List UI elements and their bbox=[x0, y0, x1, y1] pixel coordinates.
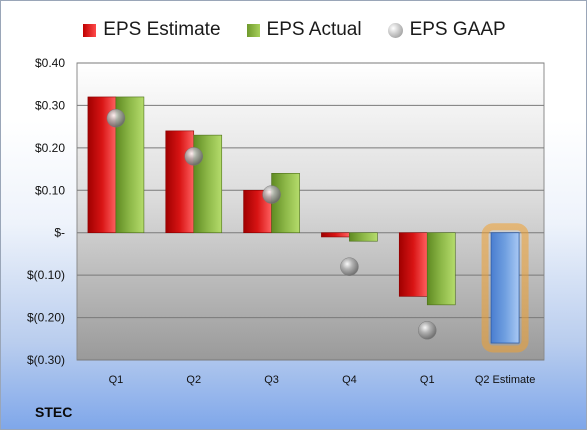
y-tick-label: $0.20 bbox=[35, 141, 65, 155]
y-tick-label: $- bbox=[54, 226, 65, 240]
plot-area bbox=[76, 62, 545, 361]
ticker-label: STEC bbox=[35, 404, 73, 420]
bar-eps-estimate bbox=[165, 130, 195, 234]
legend-item-eps-gaap: EPS GAAP bbox=[387, 19, 506, 41]
legend-swatch-eps-gaap bbox=[387, 22, 403, 38]
forecast-glow bbox=[481, 223, 529, 353]
x-tick-label: Q2 bbox=[186, 374, 201, 386]
point-eps-gaap bbox=[340, 257, 359, 276]
legend: EPS Estimate EPS Actual EPS GAAP bbox=[1, 15, 587, 45]
y-tick-label: $(0.30) bbox=[27, 353, 65, 367]
y-tick-label: $0.40 bbox=[35, 56, 65, 70]
x-tick-label: Q3 bbox=[264, 374, 279, 386]
y-tick-label: $0.10 bbox=[35, 183, 65, 197]
legend-item-eps-estimate: EPS Estimate bbox=[83, 19, 221, 41]
bar-eps-actual bbox=[349, 232, 378, 242]
legend-label-eps-estimate: EPS Estimate bbox=[103, 19, 221, 40]
point-eps-gaap bbox=[262, 185, 281, 204]
y-tick-label: $(0.20) bbox=[27, 311, 65, 325]
legend-item-eps-actual: EPS Actual bbox=[246, 19, 362, 41]
legend-swatch-eps-estimate bbox=[83, 23, 97, 37]
legend-label-eps-actual: EPS Actual bbox=[266, 19, 362, 40]
bar-eps-estimate bbox=[398, 232, 428, 297]
point-eps-gaap bbox=[184, 147, 203, 166]
bar-eps-actual bbox=[115, 96, 145, 234]
y-tick-label: $(0.10) bbox=[27, 268, 65, 282]
point-eps-gaap bbox=[106, 108, 126, 128]
x-tick-label: Q1 bbox=[109, 374, 124, 386]
x-tick-label: Q2 Estimate bbox=[475, 374, 536, 386]
bar-eps-estimate bbox=[321, 232, 350, 238]
legend-swatch-eps-actual bbox=[246, 23, 260, 37]
legend-label-eps-gaap: EPS GAAP bbox=[409, 19, 506, 40]
bar-eps-actual bbox=[271, 173, 300, 234]
bar-eps-forecast bbox=[490, 232, 520, 344]
x-tick-label: Q1 bbox=[420, 374, 435, 386]
y-tick-label: $0.30 bbox=[35, 98, 65, 112]
bar-eps-actual bbox=[426, 232, 456, 306]
x-tick-label: Q4 bbox=[342, 374, 357, 386]
point-eps-gaap bbox=[418, 321, 437, 340]
